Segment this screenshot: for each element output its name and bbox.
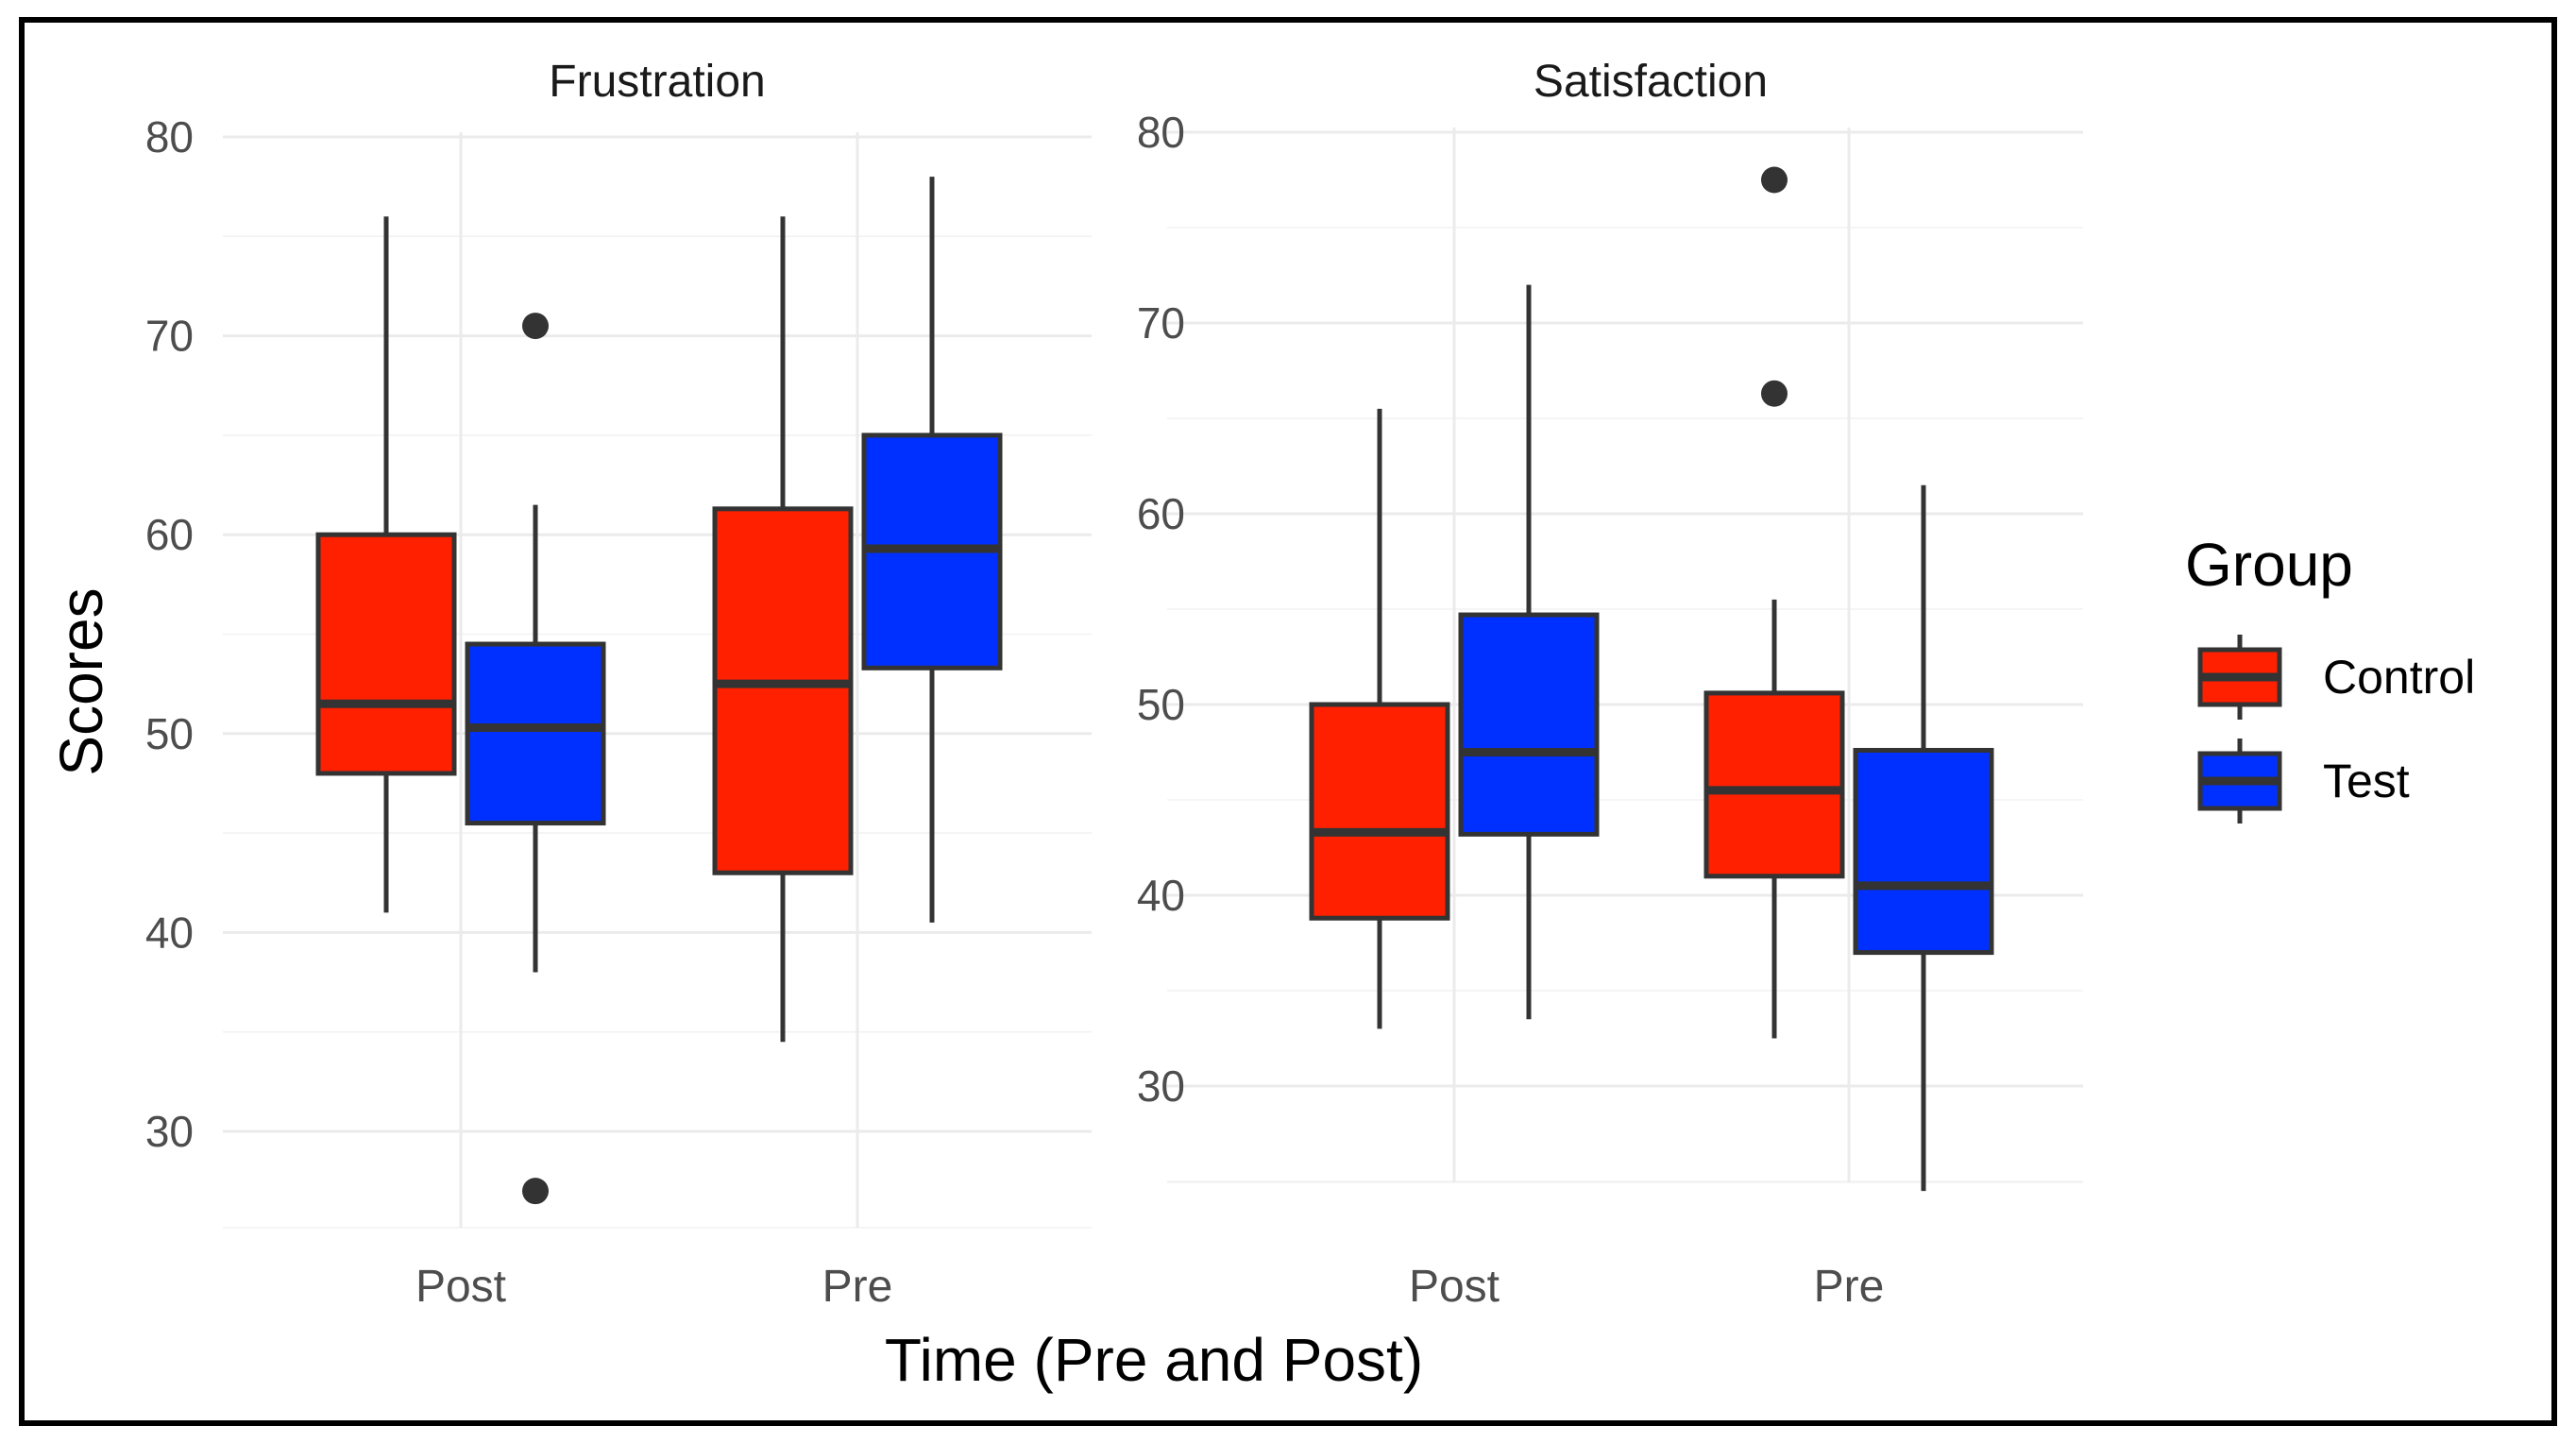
y-tick-label: 30 bbox=[1137, 1061, 1185, 1111]
panel-satisfaction: 30 40 50 60 70 80 Post Pre Satisfaction bbox=[1137, 57, 2083, 1312]
y-tick-label: 50 bbox=[1137, 680, 1185, 729]
x-axis-title: Time (Pre and Post) bbox=[885, 1326, 1423, 1394]
legend-key-control bbox=[2197, 635, 2282, 720]
iqr-box bbox=[1703, 690, 1845, 879]
outlier-point bbox=[522, 313, 549, 340]
facet-title: Satisfaction bbox=[1534, 57, 1768, 107]
y-tick-label: 60 bbox=[145, 510, 194, 559]
iqr-box bbox=[1853, 747, 1994, 956]
outlier-point bbox=[522, 1178, 549, 1205]
figure-frame: 30 40 50 60 70 80 Post Pre Frustration 30 40 50 60 70… bbox=[19, 17, 2557, 1426]
iqr-box bbox=[315, 532, 457, 776]
y-tick-label: 70 bbox=[145, 312, 194, 361]
y-tick-label: 40 bbox=[1137, 871, 1185, 920]
box-pre-control bbox=[712, 216, 854, 1043]
outlier-point bbox=[1761, 166, 1788, 194]
boxplot-chart: 30 40 50 60 70 80 Post Pre Frustration 30 40 50 60 70… bbox=[47, 57, 2475, 1394]
iqr-box bbox=[1309, 702, 1450, 921]
box-pre-test bbox=[861, 177, 1003, 923]
box-pre-test bbox=[1853, 484, 1994, 1192]
panel-frustration: 30 40 50 60 70 80 Post Pre Frustration bbox=[145, 57, 1092, 1312]
y-tick-label: 50 bbox=[145, 709, 194, 758]
legend-title: Group bbox=[2185, 531, 2353, 599]
y-tick-label: 60 bbox=[1137, 489, 1185, 538]
x-tick-label: Post bbox=[415, 1262, 506, 1312]
y-axis-title: Scores bbox=[47, 587, 115, 775]
x-tick-label: Post bbox=[1409, 1262, 1500, 1312]
box-post-control bbox=[315, 216, 457, 913]
iqr-box bbox=[1458, 612, 1600, 837]
y-tick-label: 30 bbox=[145, 1107, 194, 1156]
y-tick-label: 80 bbox=[1137, 108, 1185, 157]
legend-label-control: Control bbox=[2323, 651, 2475, 704]
box-post-test bbox=[465, 313, 606, 1205]
legend: Group Control Test bbox=[2185, 531, 2475, 823]
iqr-box bbox=[465, 641, 606, 826]
box-pre-control bbox=[1703, 166, 1845, 1039]
y-tick-label: 40 bbox=[145, 908, 194, 957]
legend-label-test: Test bbox=[2323, 755, 2410, 807]
facet-title: Frustration bbox=[549, 57, 765, 107]
y-tick-label: 70 bbox=[1137, 298, 1185, 348]
box-post-control bbox=[1309, 408, 1450, 1029]
x-tick-label: Pre bbox=[1814, 1262, 1885, 1312]
y-tick-label: 80 bbox=[145, 112, 194, 161]
legend-key-test bbox=[2197, 738, 2282, 823]
outlier-point bbox=[1761, 380, 1788, 407]
x-tick-label: Pre bbox=[822, 1262, 893, 1312]
box-post-test bbox=[1458, 284, 1600, 1020]
iqr-box bbox=[712, 506, 854, 875]
